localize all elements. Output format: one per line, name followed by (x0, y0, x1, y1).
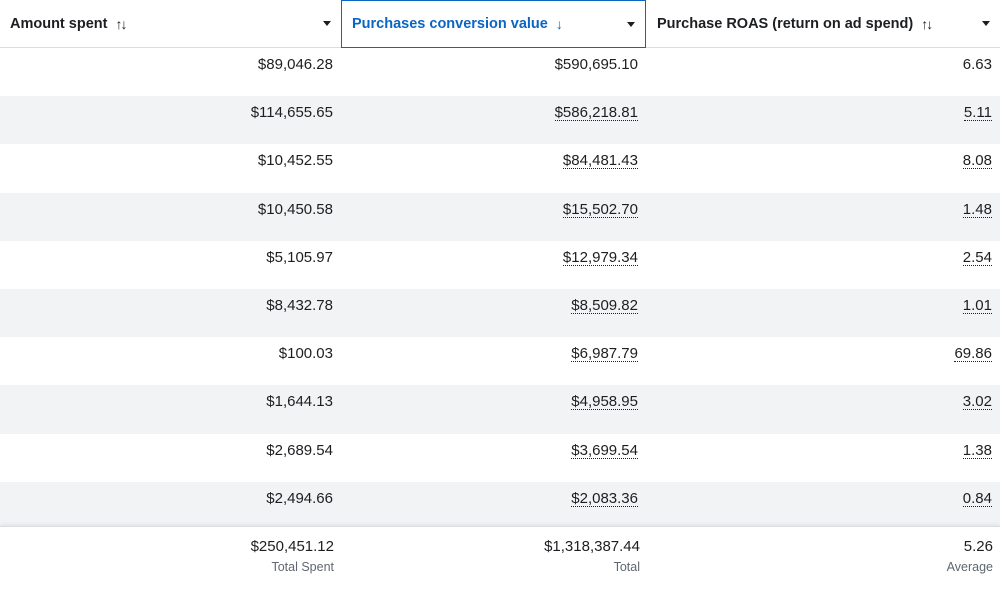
roas-cell: 2.54 (638, 241, 992, 289)
column-header-purchases-conversion-value[interactable]: Purchases conversion value ↓ (341, 0, 646, 48)
conversion-value-cell: $4,958.95 (333, 385, 638, 433)
table-row: $10,450.58 $15,502.70 1.48 (0, 192, 1000, 241)
summary-label: Total (613, 560, 640, 574)
roas-link[interactable]: 2.54 (962, 248, 992, 266)
amount-spent-cell: $89,046.28 (257, 56, 333, 73)
table-row: $100.03 $6,987.79 69.86 (0, 337, 1000, 385)
table-row: $2,494.66 $2,083.36 0.84 (0, 481, 1000, 530)
roas-cell: 3.02 (638, 385, 992, 433)
column-header-amount-spent[interactable]: Amount spent ↑↓ (0, 0, 341, 48)
conversion-value-link[interactable]: $3,699.54 (571, 441, 638, 459)
column-header-purchase-roas[interactable]: Purchase ROAS (return on ad spend) ↑↓ (646, 0, 1000, 48)
roas-cell: 1.48 (638, 193, 992, 241)
roas-cell: 5.11 (638, 96, 992, 144)
roas-cell: 6.63 (638, 48, 992, 96)
table-row: $5,105.97 $12,979.34 2.54 (0, 241, 1000, 289)
conversion-value-cell: $15,502.70 (333, 193, 638, 241)
column-header-label: Purchases conversion value (352, 16, 548, 32)
column-header-label: Purchase ROAS (return on ad spend) (657, 16, 914, 32)
conversion-value-cell: $12,979.34 (333, 241, 638, 289)
amount-spent-cell: $10,452.55 (257, 152, 333, 170)
roas-link[interactable]: 1.38 (962, 441, 992, 459)
chevron-down-icon[interactable] (627, 22, 635, 27)
summary-label: Total Spent (271, 560, 334, 574)
amount-spent-cell: $8,432.78 (266, 296, 333, 314)
roas-cell: 69.86 (638, 337, 992, 385)
sort-icon[interactable]: ↓ (555, 16, 563, 32)
sort-icon[interactable]: ↑↓ (115, 16, 127, 32)
amount-spent-cell: $10,450.58 (257, 200, 333, 218)
conversion-value-link[interactable]: $2,083.36 (571, 489, 638, 507)
roas-cell: 1.01 (638, 289, 992, 337)
roas-text: 6.63 (962, 56, 992, 73)
roas-link[interactable]: 69.86 (954, 345, 992, 363)
amount-spent-cell: $5,105.97 (266, 248, 333, 266)
conversion-value-link[interactable]: $8,509.82 (571, 296, 638, 314)
summary-value: $1,318,387.44 (544, 538, 640, 555)
amount-spent-cell: $114,655.65 (250, 104, 333, 122)
amount-spent-cell: $2,689.54 (266, 441, 333, 459)
amount-spent-cell: $1,644.13 (266, 393, 333, 411)
roas-link[interactable]: 1.48 (962, 200, 992, 218)
amount-spent-cell: $2,494.66 (266, 489, 333, 507)
sort-icon[interactable]: ↑↓ (921, 16, 933, 32)
summary-roas: 5.26 Average (640, 527, 993, 596)
table-footer-summary: $250,451.12 Total Spent $1,318,387.44 To… (0, 526, 1000, 596)
conversion-value-cell: $84,481.43 (333, 144, 638, 192)
table-row: $2,689.54 $3,699.54 1.38 (0, 434, 1000, 482)
conversion-value-cell: $3,699.54 (333, 434, 638, 482)
table-row: $114,655.65 $586,218.81 5.11 (0, 96, 1000, 145)
roas-link[interactable]: 3.02 (962, 393, 992, 411)
conversion-value-link[interactable]: $84,481.43 (562, 152, 638, 170)
conversion-value-cell: $6,987.79 (333, 337, 638, 385)
conversion-value-link[interactable]: $12,979.34 (562, 248, 638, 266)
chevron-down-icon[interactable] (323, 21, 331, 26)
conversion-value-text: $590,695.10 (554, 56, 638, 73)
conversion-value-cell: $590,695.10 (333, 48, 638, 96)
table-row: $8,432.78 $8,509.82 1.01 (0, 288, 1000, 338)
roas-cell: 0.84 (638, 482, 992, 530)
table-row: $89,046.28 $590,695.10 6.63 (0, 48, 1000, 96)
summary-label: Average (946, 560, 993, 574)
summary-conversion-value: $1,318,387.44 Total (334, 527, 640, 596)
chevron-down-icon[interactable] (982, 21, 990, 26)
roas-cell: 1.38 (638, 434, 992, 482)
table-row: $1,644.13 $4,958.95 3.02 (0, 385, 1000, 434)
table-body: $89,046.28 $590,695.10 6.63 $114,655.65 … (0, 48, 1000, 530)
summary-value: $250,451.12 (250, 538, 334, 555)
conversion-value-cell: $586,218.81 (333, 96, 638, 144)
summary-amount-spent: $250,451.12 Total Spent (0, 527, 334, 596)
column-header-label: Amount spent (10, 16, 108, 32)
roas-link[interactable]: 0.84 (962, 489, 992, 507)
conversion-value-link[interactable]: $586,218.81 (554, 104, 638, 122)
roas-link[interactable]: 1.01 (962, 296, 992, 314)
table-row: $10,452.55 $84,481.43 8.08 (0, 144, 1000, 192)
roas-link[interactable]: 8.08 (962, 152, 992, 170)
amount-spent-cell: $100.03 (278, 345, 333, 363)
conversion-value-link[interactable]: $4,958.95 (571, 393, 638, 411)
table-header: Amount spent ↑↓ Purchases conversion val… (0, 0, 1000, 48)
roas-link[interactable]: 5.11 (963, 104, 992, 122)
roas-cell: 8.08 (638, 144, 992, 192)
conversion-value-cell: $2,083.36 (333, 482, 638, 530)
conversion-value-cell: $8,509.82 (333, 289, 638, 337)
summary-value: 5.26 (963, 538, 993, 555)
conversion-value-link[interactable]: $6,987.79 (571, 345, 638, 363)
conversion-value-link[interactable]: $15,502.70 (562, 200, 638, 218)
